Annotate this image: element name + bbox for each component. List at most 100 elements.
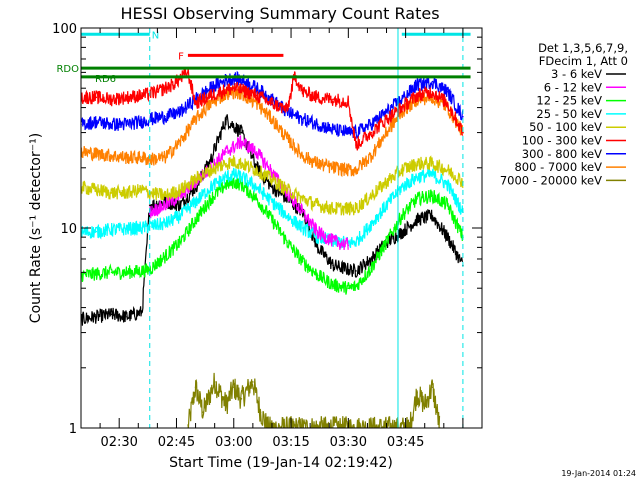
data-point [210, 87, 212, 90]
data-point [431, 173, 434, 176]
data-point [462, 115, 464, 118]
legend-entry-label: 50 - 100 keV [529, 120, 602, 134]
data-point [347, 169, 350, 171]
data-point [385, 204, 388, 207]
data-point [462, 131, 464, 134]
data-point [416, 391, 418, 394]
data-point [255, 169, 258, 171]
data-point [385, 241, 388, 243]
chart-title: HESSI Observing Summary Count Rates [120, 4, 439, 23]
data-point [370, 131, 373, 134]
data-point [164, 156, 166, 159]
data-point [126, 123, 128, 126]
data-point [194, 218, 197, 221]
data-point [301, 118, 304, 120]
data-point [271, 186, 273, 188]
data-point [347, 100, 350, 103]
data-point [164, 194, 166, 197]
data-point [194, 386, 197, 388]
axis-layer: 1 10 100 02:30 02:45 03:00 03:15 03:30 03:45 [52, 22, 483, 450]
data-point [210, 102, 212, 105]
data-point [316, 246, 319, 249]
data-point [286, 137, 289, 140]
data-point [286, 215, 289, 217]
data-point [401, 169, 403, 171]
data-point [385, 181, 388, 183]
data-point [416, 197, 418, 200]
data-point [179, 241, 182, 243]
series-line [81, 67, 464, 151]
data-point [286, 189, 289, 191]
data-point [164, 222, 166, 225]
data-point [316, 162, 319, 165]
data-point [95, 315, 98, 318]
data-point [332, 207, 334, 210]
data-point [431, 90, 434, 93]
flag-label: RD6 [95, 74, 116, 85]
data-point [156, 90, 159, 93]
data-point [210, 158, 212, 161]
data-point [446, 183, 449, 186]
series-layer [81, 67, 464, 428]
data-point [194, 118, 197, 120]
flags-layer: N F RDO RD6 [56, 28, 471, 428]
data-point [401, 98, 403, 101]
series-5 [81, 155, 464, 216]
data-point [259, 411, 262, 413]
data-point [141, 189, 143, 191]
data-point [416, 218, 418, 221]
data-point [301, 260, 304, 263]
data-point [385, 111, 388, 113]
data-point [446, 102, 449, 105]
data-point [210, 186, 212, 188]
data-point [316, 96, 319, 99]
data-point [332, 128, 334, 131]
x-tick-label: 02:30 [100, 435, 137, 450]
data-point [355, 144, 357, 146]
data-point [240, 183, 243, 186]
data-point [355, 241, 357, 243]
y-tick-label: 10 [60, 222, 77, 237]
data-point [240, 131, 243, 134]
data-point [431, 194, 434, 197]
y-tick-label: 1 [69, 422, 77, 437]
data-point [332, 264, 334, 267]
data-point [225, 89, 227, 91]
data-point [164, 115, 166, 118]
data-point [232, 181, 235, 183]
data-point [355, 169, 357, 171]
data-point [126, 315, 128, 318]
data-point [301, 90, 304, 93]
series-line [81, 167, 464, 249]
data-point [401, 231, 403, 234]
data-point [187, 71, 189, 74]
data-point [240, 397, 243, 400]
data-point [179, 215, 182, 217]
x-tick-label: 03:45 [387, 435, 424, 450]
data-point [332, 240, 334, 242]
data-point [332, 98, 334, 101]
data-point [194, 178, 197, 181]
data-point [255, 94, 258, 97]
data-point [95, 189, 98, 191]
data-point [370, 267, 373, 269]
data-point [141, 94, 143, 97]
data-point [431, 162, 434, 165]
data-point [401, 215, 403, 217]
data-point [95, 273, 98, 275]
data-point [232, 173, 235, 176]
y-axis-label: Count Rate (s⁻¹ detector⁻¹) [28, 133, 44, 323]
x-tick-label: 03:30 [330, 435, 367, 450]
data-point [110, 123, 113, 126]
data-point [286, 108, 289, 111]
data-point [416, 83, 418, 86]
data-point [194, 102, 197, 105]
data-point [316, 274, 319, 277]
data-point [332, 283, 334, 286]
data-point [240, 140, 243, 143]
data-point [141, 156, 143, 159]
data-point [370, 154, 373, 157]
data-point [355, 131, 357, 134]
data-point [110, 191, 113, 194]
data-point [95, 152, 98, 155]
